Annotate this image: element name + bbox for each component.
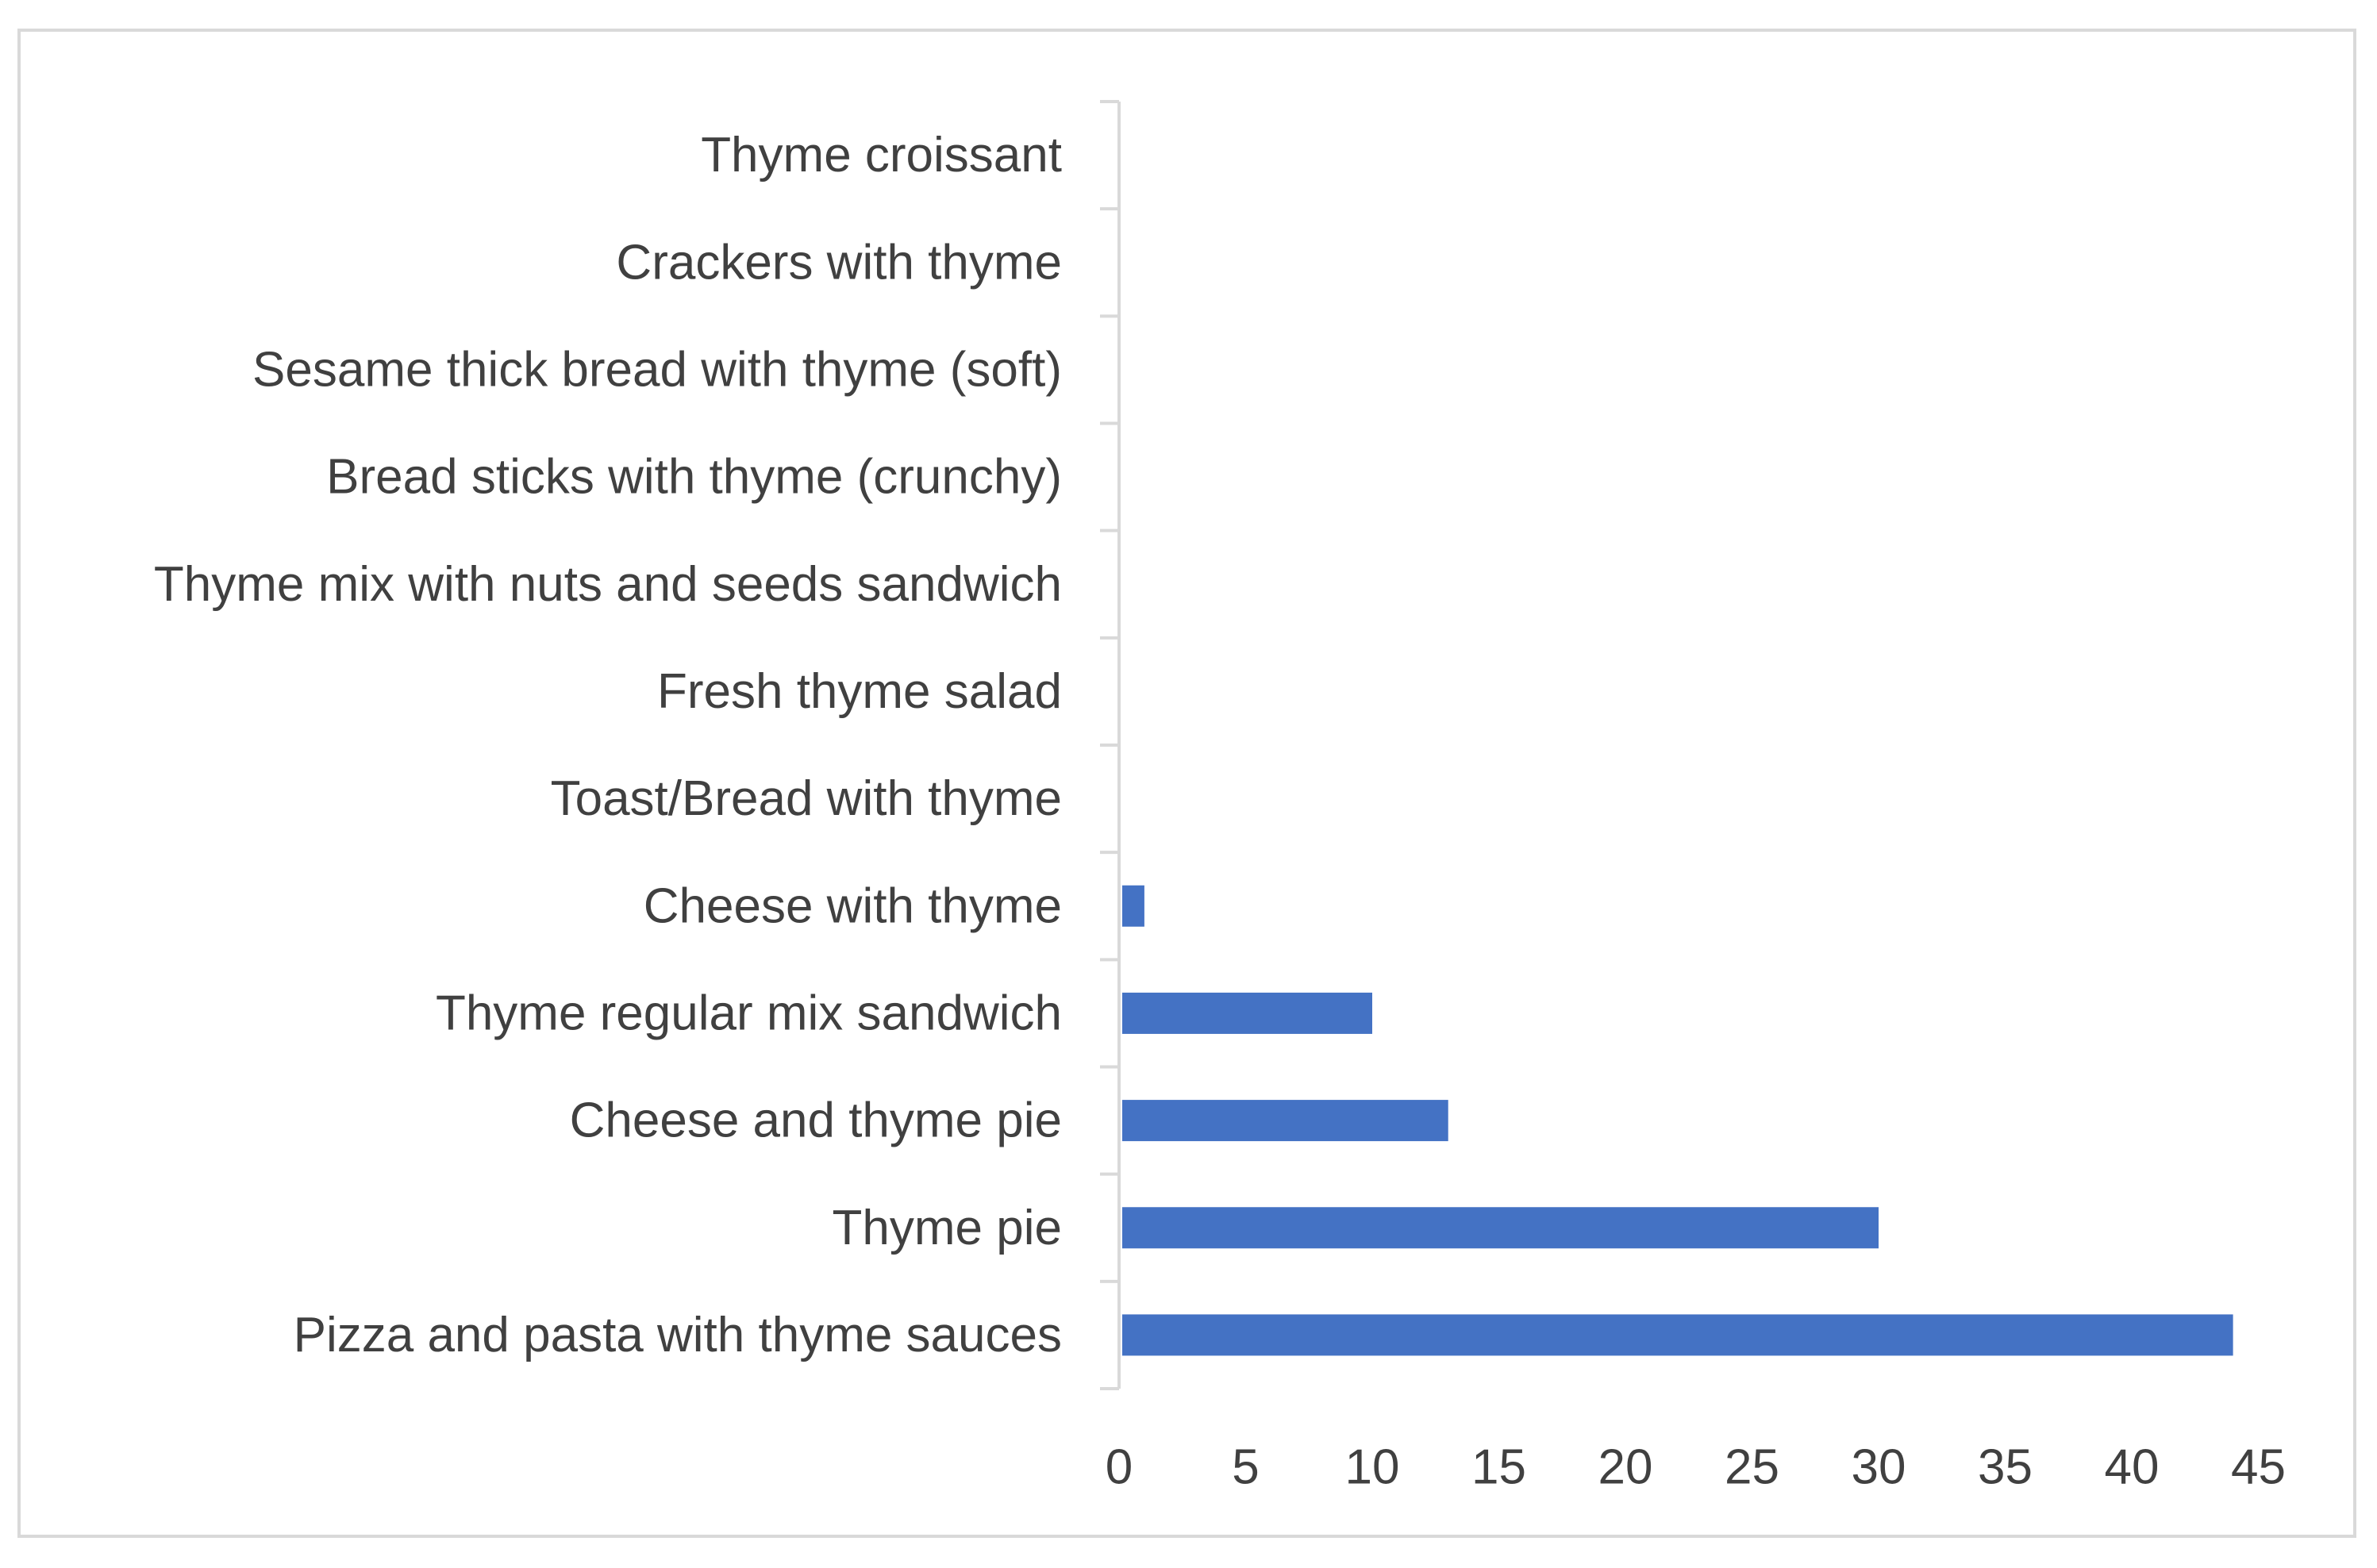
x-tick-label-10: 10 <box>1345 1440 1400 1495</box>
x-tick-label-35: 35 <box>1978 1440 2033 1495</box>
category-label-cheese-with-thyme: Cheese with thyme <box>644 878 1062 933</box>
x-tick-label-30: 30 <box>1852 1440 1906 1495</box>
x-tick-label-5: 5 <box>1232 1440 1259 1495</box>
bar-pizza-and-pasta-with-thyme-sauces <box>1122 1314 2233 1356</box>
x-tick-label-45: 45 <box>2231 1440 2286 1495</box>
bar-thyme-regular-mix-sandwich <box>1122 992 1372 1034</box>
category-label-toast-bread-with-thyme: Toast/Bread with thyme <box>551 771 1062 826</box>
category-label-fresh-thyme-salad: Fresh thyme salad <box>657 664 1062 719</box>
category-label-bread-sticks-with-thyme-crunchy: Bread sticks with thyme (crunchy) <box>326 450 1062 505</box>
category-label-thyme-regular-mix-sandwich: Thyme regular mix sandwich <box>436 986 1062 1040</box>
bar-cheese-and-thyme-pie <box>1122 1100 1448 1142</box>
x-tick-labels: 0 5 10 15 20 25 30 35 40 45 <box>1106 1440 2286 1495</box>
x-tick-label-40: 40 <box>2105 1440 2160 1495</box>
bars <box>1122 885 2233 1356</box>
category-labels: Pizza and pasta with thyme sauces Thyme p… <box>154 128 1062 1362</box>
x-tick-label-15: 15 <box>1471 1440 1526 1495</box>
x-tick-label-25: 25 <box>1725 1440 1779 1495</box>
category-label-pizza-and-pasta-with-thyme-sauces: Pizza and pasta with thyme sauces <box>294 1308 1062 1362</box>
category-label-thyme-pie: Thyme pie <box>833 1201 1062 1255</box>
category-label-cheese-and-thyme-pie: Cheese and thyme pie <box>570 1093 1062 1148</box>
x-tick-label-20: 20 <box>1598 1440 1653 1495</box>
y-axis <box>1100 100 1121 1390</box>
chart-frame <box>17 29 2356 1538</box>
x-tick-label-0: 0 <box>1106 1440 1133 1495</box>
bar-cheese-with-thyme <box>1122 885 1144 927</box>
category-label-sesame-thick-bread-with-thyme-soft: Sesame thick bread with thyme (soft) <box>252 342 1062 397</box>
category-label-crackers-with-thyme: Crackers with thyme <box>616 235 1062 290</box>
bar-thyme-pie <box>1122 1207 1879 1249</box>
category-label-thyme-mix-with-nuts-and-seeds-sandwich: Thyme mix with nuts and seeds sandwich <box>154 557 1062 612</box>
category-label-thyme-croissant: Thyme croissant <box>701 128 1062 183</box>
